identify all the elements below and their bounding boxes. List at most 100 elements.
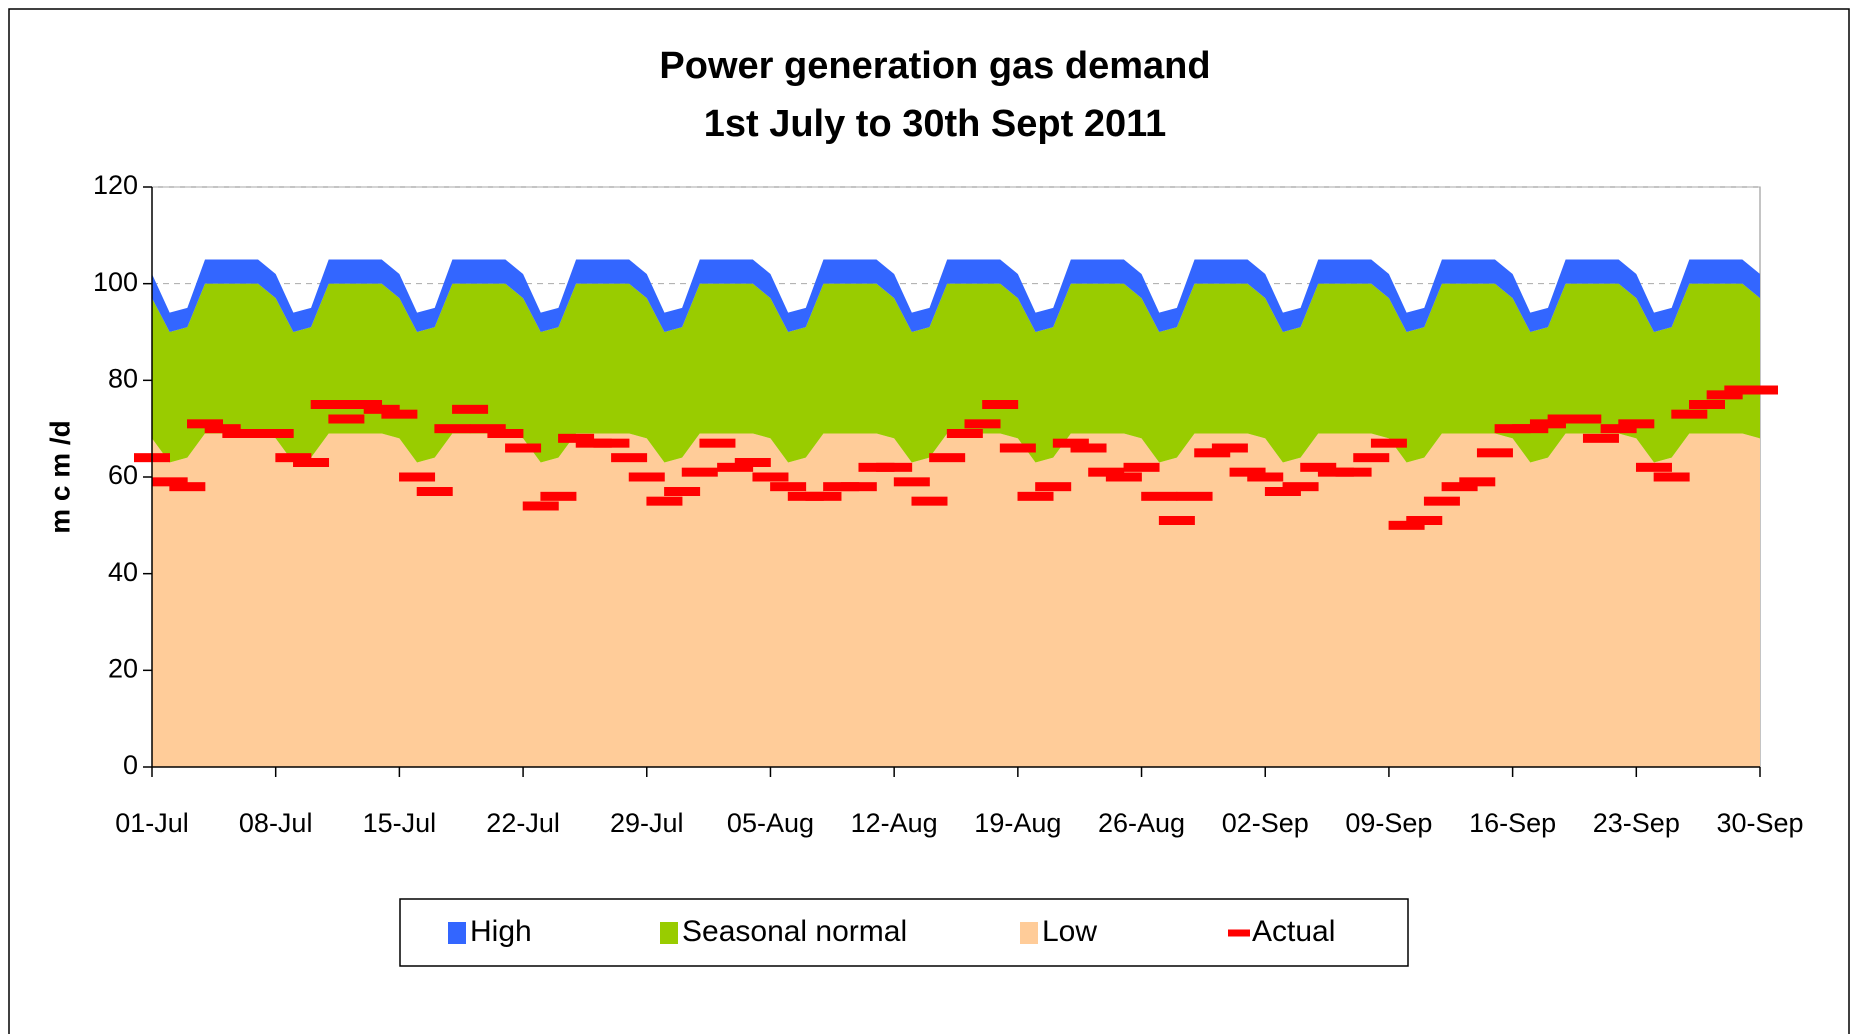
actual-marker [1264,487,1301,496]
actual-marker [469,424,506,434]
y-tick-label: 100 [93,267,138,297]
legend-label: Actual [1252,915,1335,948]
chart-title: Power generation gas demand [659,45,1210,87]
actual-marker [310,400,347,409]
actual-marker [169,482,206,492]
legend-swatch [1020,922,1038,944]
actual-marker [1335,467,1372,477]
actual-marker [1035,482,1072,492]
actual-marker [893,477,930,487]
actual-marker [1512,424,1549,434]
actual-marker [699,438,736,448]
actual-marker [1070,443,1107,453]
x-tick-label: 01-Jul [115,808,189,838]
x-tick-label: 16-Sep [1469,808,1556,838]
actual-marker [1706,390,1743,400]
actual-marker [293,458,330,467]
actual-marker [1158,516,1195,525]
actual-marker [1742,385,1778,395]
actual-marker [982,400,1019,409]
actual-marker [399,472,436,482]
actual-marker [1688,400,1725,409]
actual-marker [805,491,842,501]
actual-marker [770,482,807,492]
actual-marker [929,453,966,463]
legend-swatch [660,922,678,944]
actual-marker [1582,433,1619,443]
actual-marker [1353,453,1390,463]
actual-marker [1671,409,1708,419]
x-tick-label: 30-Sep [1716,808,1803,838]
actual-marker [381,409,418,419]
actual-marker [964,419,1001,429]
actual-marker [1618,419,1655,429]
actual-marker [1300,462,1337,472]
y-tick-label: 80 [108,363,138,393]
legend-swatch [1228,929,1250,937]
actual-marker [1653,472,1690,482]
legend-swatch [448,922,466,944]
x-tick-label: 09-Sep [1345,808,1432,838]
actual-marker [505,443,542,453]
area [152,433,1760,767]
x-tick-label: 05-Aug [727,808,814,838]
actual-marker [1529,419,1566,429]
actual-marker [1105,472,1142,482]
actual-marker [434,424,471,434]
area [152,283,1760,463]
legend-label: Low [1042,915,1097,948]
actual-marker [717,462,754,472]
actual-marker [1565,414,1602,424]
legend-label: Seasonal normal [682,915,907,948]
actual-marker [452,404,489,414]
x-tick-label: 29-Jul [610,808,684,838]
actual-marker [1476,448,1513,458]
area [152,259,1760,332]
actual-marker [681,467,718,477]
actual-marker [187,419,224,429]
y-tick-label: 0 [123,750,138,780]
x-tick-label: 22-Jul [486,808,560,838]
actual-marker [1052,438,1089,448]
actual-marker [275,453,312,463]
actual-marker [876,462,913,472]
actual-marker [611,453,648,463]
legend-label: High [470,915,532,948]
actual-marker [664,487,701,496]
actual-marker [346,400,383,409]
actual-marker [1635,462,1672,472]
actual-marker [946,429,983,438]
y-axis-label: m c m /d [44,420,75,534]
actual-marker [363,404,400,414]
actual-marker [1423,496,1460,506]
actual-marker [487,429,524,438]
actual-marker [1141,491,1178,501]
actual-marker [1211,443,1248,453]
actual-marker [1194,448,1231,458]
y-tick-label: 120 [93,170,138,200]
actual-marker [628,472,665,482]
actual-marker [734,458,771,467]
actual-marker [1088,467,1125,477]
x-tick-label: 23-Sep [1593,808,1680,838]
chart-subtitle: 1st July to 30th Sept 2011 [704,103,1167,145]
actual-marker [540,491,577,501]
actual-marker [328,414,365,424]
actual-marker [1600,424,1637,434]
actual-marker [1123,462,1160,472]
x-tick-label: 19-Aug [974,808,1061,838]
actual-marker [1370,438,1407,448]
actual-marker [204,424,241,434]
x-tick-label: 26-Aug [1098,808,1185,838]
x-tick-label: 12-Aug [851,808,938,838]
actual-marker [522,501,559,511]
actual-marker [593,438,630,448]
x-tick-label: 02-Sep [1222,808,1309,838]
actual-marker [1441,482,1478,492]
y-tick-label: 60 [108,460,138,490]
y-tick-label: 20 [108,653,138,683]
actual-marker [257,429,294,438]
x-tick-label: 15-Jul [363,808,437,838]
actual-marker [1017,491,1054,501]
